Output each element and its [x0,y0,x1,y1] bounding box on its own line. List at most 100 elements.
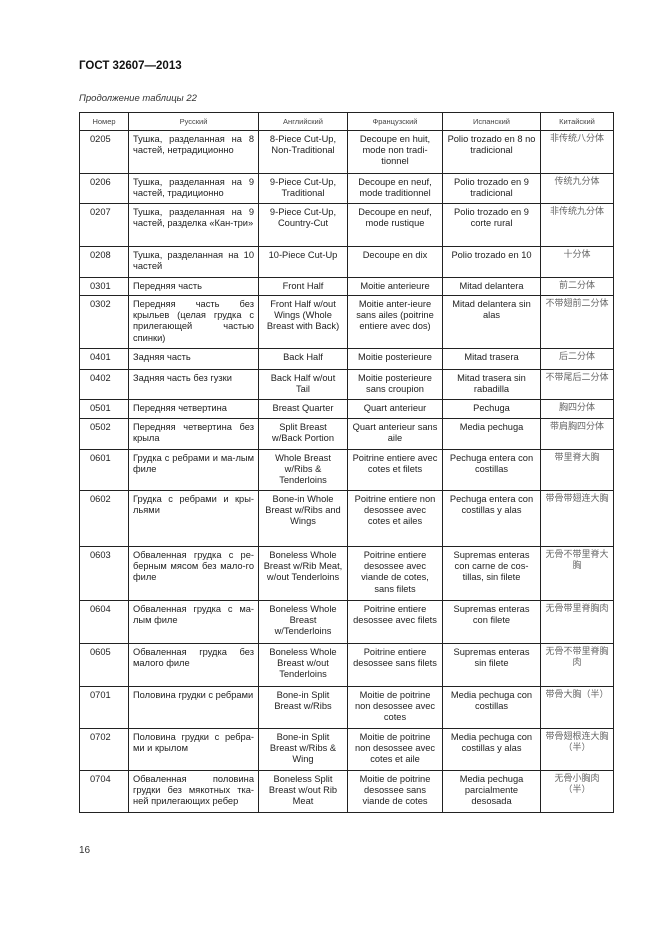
cell-chinese: 无骨小胸肉（半） [540,770,614,813]
cell-number: 0301 [79,277,129,296]
cell-number: 0602 [79,490,129,547]
cell-spanish: Supremas enteras con filete [442,600,541,644]
cell-chinese: 带骨大胸（半） [540,686,614,729]
cell-spanish: Polio trozado en 9 corte rural [442,203,541,247]
cell-number: 0701 [79,686,129,729]
cell-chinese: 带骨翅根连大胸（半） [540,728,614,771]
cell-french: Moitie anter-ieure sans ailes (poitrine … [347,295,443,349]
cell-spanish: Pechuga entera con costillas [442,449,541,491]
table-row: 0206 Тушка, разделанная на 9 частей, трад… [79,173,614,204]
cell-russian: Обваленная грудка с ре-берным мясом без … [128,546,259,601]
table-row: 0702 Половина грудки с ребра-ми и крылом B… [79,728,614,771]
cell-number: 0605 [79,643,129,687]
cell-russian: Задняя часть без гузки [128,369,259,400]
cell-russian: Половина грудки с ребра-ми и крылом [128,728,259,771]
cell-french: Decoupe en huit, mode non tradi-tionnel [347,130,443,174]
cell-russian: Тушка, разделанная на 9 частей, традицио… [128,173,259,204]
cell-russian: Обваленная половина грудки без мякотных … [128,770,259,813]
cell-french: Poitrine entiere non desossee avec cotes… [347,490,443,547]
table-header-row: Номер Русский Английский Французский Испанск… [79,112,614,131]
table-row: 0502 Передняя четвертина без крыла Split B… [79,418,614,450]
cell-french: Poitrine entiere avec cotes et filets [347,449,443,491]
cell-french: Decoupe en neuf, mode traditionnel [347,173,443,204]
column-header-russian: Русский [128,112,259,131]
page-number: 16 [79,845,91,856]
cell-spanish: Polio trozado en 9 tradicional [442,173,541,204]
table-caption: Продолжение таблицы 22 [79,93,197,104]
cell-french: Decoupe en neuf, mode rustique [347,203,443,247]
table-row: 0601 Грудка с ребрами и ма-лым филе Whole … [79,449,614,491]
cell-number: 0501 [79,399,129,419]
table-row: 0602 Грудка с ребрами и кры-льями Bone-in … [79,490,614,547]
cell-spanish: Mitad delantera sin alas [442,295,541,349]
cell-number: 0401 [79,348,129,370]
cell-french: Poitrine entiere desossee sans filets [347,643,443,687]
cell-english: Breast Quarter [258,399,348,419]
cell-russian: Передняя четвертина без крыла [128,418,259,450]
cell-english: 9-Piece Cut-Up, Traditional [258,173,348,204]
table-row: 0302 Передняя часть без крыльев (целая гр… [79,295,614,349]
cell-spanish: Pechuga entera con costillas y alas [442,490,541,547]
cell-number: 0205 [79,130,129,174]
cell-chinese: 十分体 [540,246,614,278]
cell-spanish: Pechuga [442,399,541,419]
cell-french: Moitie posterieure [347,348,443,370]
cell-number: 0206 [79,173,129,204]
cell-english: Bone-in Split Breast w/Ribs & Wing [258,728,348,771]
cell-spanish: Media pechuga con costillas y alas [442,728,541,771]
cell-english: 10-Piece Cut-Up [258,246,348,278]
cell-french: Moitie de poitrine non desossee avec cot… [347,728,443,771]
cell-english: Back Half w/out Tail [258,369,348,400]
cell-russian: Грудка с ребрами и кры-льями [128,490,259,547]
cell-russian: Тушка, разделанная на 10 частей [128,246,259,278]
cell-russian: Передняя часть [128,277,259,296]
cell-english: Front Half [258,277,348,296]
cell-spanish: Media pechuga parcialmente desosada [442,770,541,813]
cell-russian: Грудка с ребрами и ма-лым филе [128,449,259,491]
cell-chinese: 不带尾后二分体 [540,369,614,400]
cell-spanish: Polio trozado en 8 no tradicional [442,130,541,174]
cell-russian: Передняя четвертина [128,399,259,419]
cell-chinese: 无骨带里脊胸肉 [540,600,614,644]
cell-english: 8-Piece Cut-Up, Non-Traditional [258,130,348,174]
column-header-french: Французский [347,112,443,131]
cell-english: Boneless Whole Breast w/out Tenderloins [258,643,348,687]
terms-table: Номер Русский Английский Французский Испанск… [79,112,614,813]
table-row: 0207 Тушка, разделанная на 9 частей, разд… [79,203,614,247]
cell-english: Back Half [258,348,348,370]
table-row: 0301 Передняя часть Front Half Moitie anter… [79,277,614,296]
cell-chinese: 胸四分体 [540,399,614,419]
cell-chinese: 带里脊大胸 [540,449,614,491]
cell-spanish: Mitad trasera [442,348,541,370]
table-row: 0501 Передняя четвертина Breast Quarter Qua… [79,399,614,419]
cell-number: 0702 [79,728,129,771]
table-row: 0604 Обваленная грудка с ма-лым филе Bonel… [79,600,614,644]
cell-number: 0603 [79,546,129,601]
cell-number: 0604 [79,600,129,644]
cell-chinese: 前二分体 [540,277,614,296]
cell-english: Boneless Whole Breast w/Rib Meat, w/out … [258,546,348,601]
cell-spanish: Supremas enteras con carne de cos-tillas… [442,546,541,601]
cell-spanish: Mitad delantera [442,277,541,296]
cell-chinese: 传统九分体 [540,173,614,204]
cell-english: Boneless Split Breast w/out Rib Meat [258,770,348,813]
cell-french: Moitie de poitrine desossee sans viande … [347,770,443,813]
table-row: 0704 Обваленная половина грудки без мякот… [79,770,614,813]
table-row: 0401 Задняя часть Back Half Moitie posterie… [79,348,614,370]
cell-english: Front Half w/out Wings (Whole Breast wit… [258,295,348,349]
cell-russian: Половина грудки с ребрами [128,686,259,729]
column-header-number: Номер [79,112,129,131]
cell-french: Poitrine entiere desossee avec viande de… [347,546,443,601]
cell-spanish: Media pechuga con costillas [442,686,541,729]
cell-number: 0207 [79,203,129,247]
cell-english: 9-Piece Cut-Up, Country-Cut [258,203,348,247]
cell-russian: Передняя часть без крыльев (целая грудка… [128,295,259,349]
cell-number: 0208 [79,246,129,278]
cell-french: Quart anterieur [347,399,443,419]
cell-russian: Тушка, разделанная на 9 частей, разделка… [128,203,259,247]
cell-chinese: 非传统八分体 [540,130,614,174]
cell-english: Boneless Whole Breast w/Tenderloins [258,600,348,644]
cell-chinese: 非传统九分体 [540,203,614,247]
cell-english: Bone-in Whole Breast w/Ribs and Wings [258,490,348,547]
